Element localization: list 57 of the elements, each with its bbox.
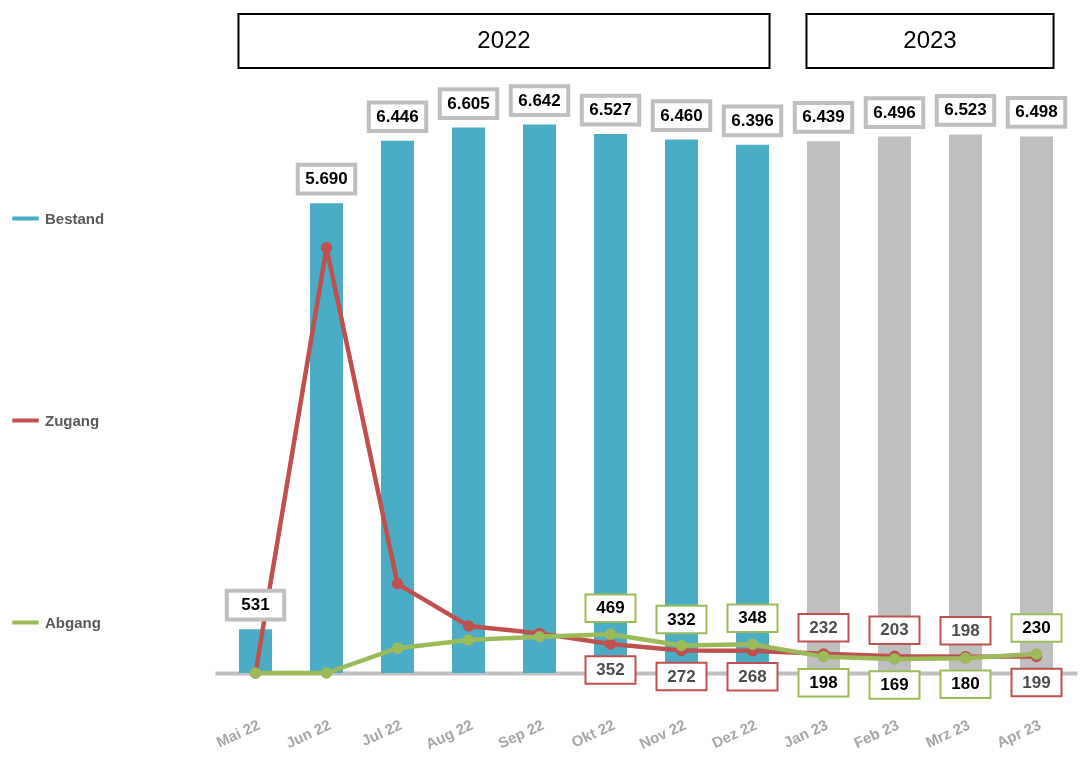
data-label: 199 xyxy=(1022,672,1051,692)
x-tick-label: Aug 22 xyxy=(422,715,476,753)
bar xyxy=(381,140,414,673)
legend-label: Bestand xyxy=(45,209,105,227)
data-label: 348 xyxy=(738,608,767,628)
point xyxy=(604,638,617,650)
data-label: 180 xyxy=(951,674,980,694)
data-label: 6.396 xyxy=(731,110,774,130)
data-label: 6.523 xyxy=(944,100,987,120)
bar xyxy=(452,127,485,673)
point xyxy=(391,578,404,590)
bar xyxy=(310,203,343,673)
legend-label: Abgang xyxy=(45,613,101,631)
data-label: 198 xyxy=(809,672,838,692)
data-label: 6.642 xyxy=(518,90,561,110)
point xyxy=(675,639,688,652)
x-tick-label: Apr 23 xyxy=(993,715,1044,751)
data-label: 5.690 xyxy=(305,169,348,189)
data-label: 6.439 xyxy=(802,107,845,127)
data-label: 352 xyxy=(596,659,625,679)
data-label: 6.498 xyxy=(1015,102,1058,122)
data-label: 203 xyxy=(880,620,909,640)
data-label: 469 xyxy=(596,598,625,618)
x-tick-label: Okt 22 xyxy=(568,715,618,751)
point xyxy=(320,242,333,254)
point xyxy=(746,638,759,650)
data-label: 6.527 xyxy=(589,100,632,120)
data-label: 6.446 xyxy=(376,106,419,126)
data-label: 198 xyxy=(951,620,980,640)
point xyxy=(391,642,404,654)
bar xyxy=(523,124,556,673)
x-tick-label: Dez 22 xyxy=(709,715,760,752)
x-tick-label: Feb 23 xyxy=(851,715,902,752)
data-label: 232 xyxy=(809,617,838,637)
text: 2023 xyxy=(903,26,957,53)
x-tick-label: Mai 22 xyxy=(213,715,263,751)
data-label: 268 xyxy=(738,666,767,686)
point xyxy=(462,620,475,632)
legend-label: Zugang xyxy=(45,411,100,429)
point xyxy=(604,628,617,640)
data-label: 169 xyxy=(880,675,909,695)
data-label: 6.605 xyxy=(447,93,490,113)
data-label: 6.460 xyxy=(660,105,703,125)
data-label: 6.496 xyxy=(873,102,916,122)
point xyxy=(462,634,475,646)
data-label: 230 xyxy=(1022,618,1051,638)
x-tick-label: Jul 22 xyxy=(358,715,405,750)
data-label: 531 xyxy=(241,595,270,615)
x-tick-label: Jan 23 xyxy=(780,715,831,751)
data-label: 332 xyxy=(667,609,696,629)
data-label: 272 xyxy=(667,666,696,686)
x-tick-label: Sep 22 xyxy=(495,715,547,752)
x-tick-label: Nov 22 xyxy=(636,715,689,752)
x-tick-label: Jun 22 xyxy=(283,715,334,752)
x-tick-label: Mrz 23 xyxy=(922,715,973,751)
point xyxy=(320,667,333,679)
text: 2022 xyxy=(477,26,531,53)
